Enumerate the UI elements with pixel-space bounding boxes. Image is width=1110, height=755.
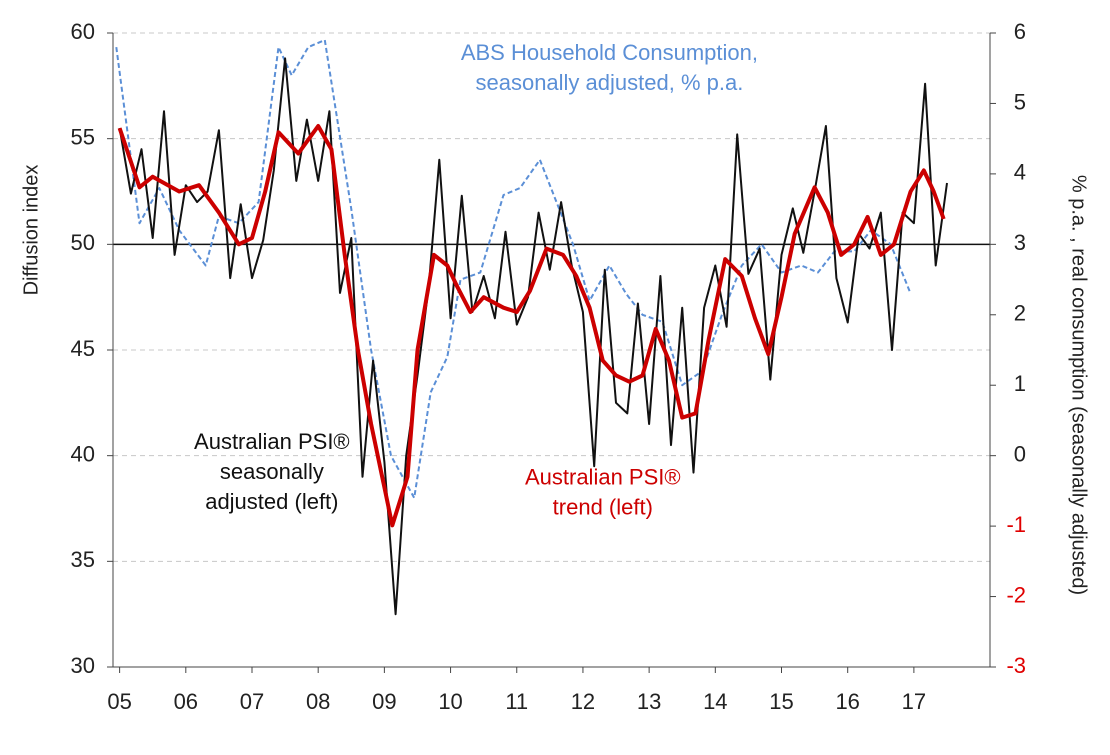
series-line bbox=[117, 124, 946, 528]
annotation: seasonally adjusted, % p.a. bbox=[475, 70, 743, 95]
y-tick-label: 45 bbox=[71, 336, 95, 361]
y2-tick-label: 1 bbox=[1014, 371, 1026, 396]
annotation: Australian PSI® bbox=[194, 429, 350, 454]
y-tick-label: 30 bbox=[71, 653, 95, 678]
y-tick-label: 40 bbox=[71, 441, 95, 466]
y-tick-label: 35 bbox=[71, 547, 95, 572]
annotation: trend (left) bbox=[553, 495, 653, 520]
x-tick-label: 08 bbox=[306, 689, 330, 714]
x-tick-label: 06 bbox=[174, 689, 198, 714]
x-tick-label: 12 bbox=[571, 689, 595, 714]
y2-tick-label: 0 bbox=[1014, 441, 1026, 466]
y2-tick-label: 3 bbox=[1014, 230, 1026, 255]
x-tick-label: 05 bbox=[107, 689, 131, 714]
y2-tick-label: 6 bbox=[1014, 19, 1026, 44]
y2-tick-label: 4 bbox=[1014, 160, 1026, 185]
x-tick-label: 11 bbox=[505, 689, 528, 714]
annotation: Australian PSI® bbox=[525, 465, 681, 490]
y2-tick-label: 5 bbox=[1014, 89, 1026, 114]
annotation: ABS Household Consumption, bbox=[461, 40, 758, 65]
x-tick-label: 07 bbox=[240, 689, 264, 714]
y-tick-label: 50 bbox=[71, 230, 95, 255]
y-axis-label: Diffusion index bbox=[20, 165, 42, 296]
x-tick-label: 13 bbox=[637, 689, 661, 714]
x-tick-label: 17 bbox=[902, 689, 926, 714]
series-line bbox=[115, 39, 912, 499]
series-line bbox=[118, 57, 948, 616]
y2-tick-label: -2 bbox=[1006, 582, 1026, 607]
y2-tick-label: -1 bbox=[1006, 512, 1026, 537]
x-tick-label: 15 bbox=[769, 689, 793, 714]
annotation: adjusted (left) bbox=[205, 489, 338, 514]
x-tick-label: 10 bbox=[438, 689, 462, 714]
y2-axis-label: % p.a. , real consumption (seasonally ad… bbox=[1068, 175, 1090, 595]
y2-tick-label: -3 bbox=[1006, 653, 1026, 678]
x-tick-label: 16 bbox=[835, 689, 859, 714]
y-tick-label: 55 bbox=[71, 124, 95, 149]
x-tick-label: 09 bbox=[372, 689, 396, 714]
y2-tick-label: 2 bbox=[1014, 301, 1026, 326]
x-tick-label: 14 bbox=[703, 689, 727, 714]
y-tick-label: 60 bbox=[71, 19, 95, 44]
annotation: seasonally bbox=[220, 459, 324, 484]
